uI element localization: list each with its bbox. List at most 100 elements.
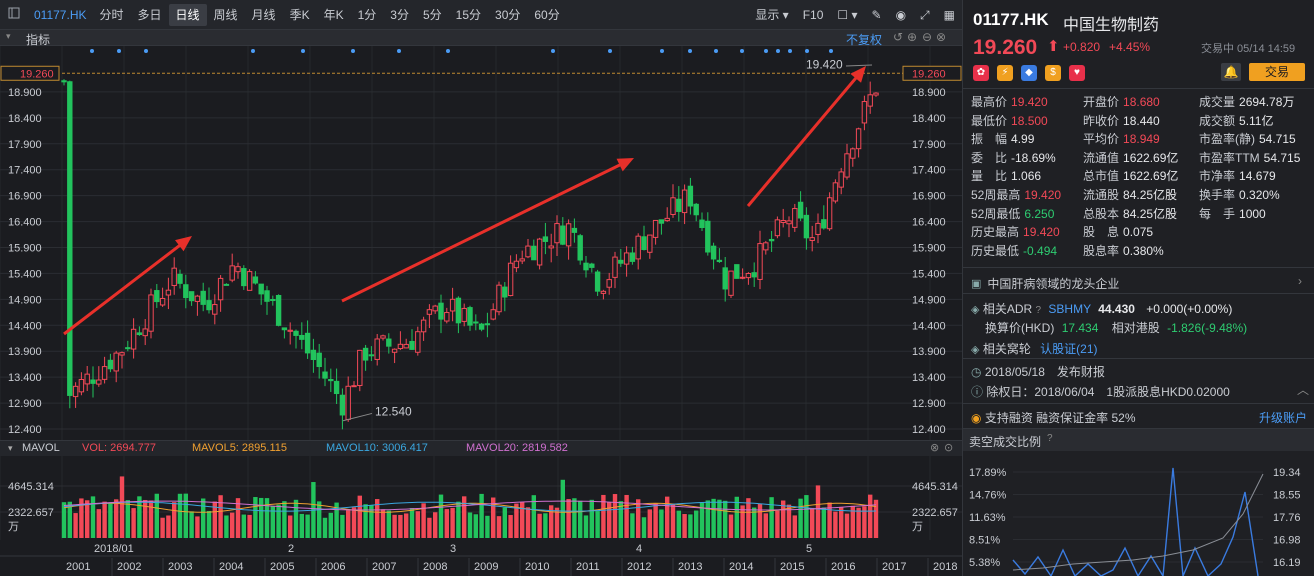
candle-body: [61, 80, 67, 83]
display-menu[interactable]: 显示 ▾: [755, 7, 789, 22]
flash-icon[interactable]: ⚡: [997, 65, 1013, 81]
year-tick[interactable]: 2004: [219, 561, 243, 573]
year-tick[interactable]: 2010: [525, 561, 549, 573]
period-tab[interactable]: 周线: [213, 7, 238, 22]
event-marker[interactable]: [829, 49, 833, 53]
settings-icon[interactable]: ⊙: [944, 442, 954, 454]
price-tick-left: 15.900: [8, 243, 42, 255]
event-marker[interactable]: [551, 49, 555, 53]
maximize-icon[interactable]: ⤢: [920, 7, 930, 22]
volume-chart[interactable]: 4645.314 2322.657 万 4645.314 2322.657 万 2018/0…: [0, 456, 962, 576]
close-icon[interactable]: ⊗: [930, 442, 940, 454]
f10-button[interactable]: F10: [802, 7, 824, 22]
period-tab[interactable]: 60分: [534, 7, 560, 22]
trade-button[interactable]: 交易: [1249, 63, 1305, 81]
price-tick-right: 12.400: [912, 424, 946, 436]
grid-icon[interactable]: ▦: [943, 7, 955, 22]
year-tick[interactable]: 2001: [66, 561, 90, 573]
bell-icon[interactable]: 🔔: [1221, 63, 1241, 81]
checkbox-icon[interactable]: ☐ ▾: [837, 7, 858, 22]
year-tick[interactable]: 2002: [117, 561, 141, 573]
period-tab[interactable]: 分时: [99, 7, 124, 22]
help-icon[interactable]: ?: [1047, 433, 1053, 444]
event-marker[interactable]: [446, 49, 450, 53]
event-marker[interactable]: [776, 49, 780, 53]
collapse-icon[interactable]: ▾: [8, 443, 13, 453]
candlestick-chart[interactable]: 18.900 18.900 18.400 18.400 17.900 17.900 17.4…: [0, 46, 962, 440]
period-tab[interactable]: 日线: [168, 3, 207, 26]
reset-icon[interactable]: ↺: [893, 30, 904, 44]
remove-icon[interactable]: ⊖: [922, 30, 933, 44]
period-tab[interactable]: 月线: [251, 7, 276, 22]
event-marker[interactable]: [688, 49, 692, 53]
period-tab[interactable]: 3分: [390, 7, 409, 22]
event-marker[interactable]: [608, 49, 612, 53]
year-tick[interactable]: 2013: [678, 561, 702, 573]
eye-icon[interactable]: ◉: [895, 7, 907, 22]
candle-body: [304, 332, 311, 354]
volume-bar: [769, 497, 774, 538]
period-tab[interactable]: 30分: [495, 7, 521, 22]
layout-icon[interactable]: [0, 4, 28, 26]
event-marker[interactable]: [397, 49, 401, 53]
period-tab[interactable]: 季K: [289, 7, 310, 22]
year-tick[interactable]: 2005: [270, 561, 294, 573]
event-marker[interactable]: [714, 49, 718, 53]
event-marker[interactable]: [764, 49, 768, 53]
year-tick[interactable]: 2008: [423, 561, 447, 573]
mavol-title[interactable]: MAVOL: [22, 442, 60, 454]
close-icon[interactable]: ⊗: [936, 30, 947, 44]
event-marker[interactable]: [90, 49, 94, 53]
year-tick[interactable]: 2012: [627, 561, 651, 573]
price-tick-right: 14.900: [912, 294, 946, 306]
volume-bar: [340, 514, 345, 538]
add-icon[interactable]: ⊕: [907, 30, 918, 44]
warrant-link[interactable]: 认股证(21): [1040, 342, 1098, 356]
year-tick[interactable]: 2011: [576, 561, 600, 573]
hk-flag-icon[interactable]: ✿: [973, 65, 989, 81]
period-tab[interactable]: 1分: [357, 7, 377, 22]
concept-text: 中国肝病领域的龙头企业: [987, 277, 1120, 291]
year-tick[interactable]: 2014: [729, 561, 753, 573]
period-tab[interactable]: 年K: [323, 7, 344, 22]
concept-row[interactable]: ▣ 中国肝病领域的龙头企业: [971, 275, 1119, 292]
volume-bar: [699, 502, 705, 538]
event-marker[interactable]: [740, 49, 744, 53]
year-tick[interactable]: 2017: [882, 561, 906, 573]
fuquan-toggle[interactable]: 不复权: [846, 33, 883, 47]
year-tick[interactable]: 2018: [933, 561, 957, 573]
event-marker[interactable]: [117, 49, 121, 53]
collapse-icon[interactable]: ▾: [6, 31, 11, 41]
stock-code[interactable]: 01177.HK: [34, 7, 87, 22]
year-tick[interactable]: 2015: [780, 561, 804, 573]
adr-code[interactable]: SBHMY: [1048, 302, 1091, 316]
event-marker[interactable]: [251, 49, 255, 53]
upgrade-link[interactable]: 升级账户: [1259, 411, 1308, 425]
stat-item: 股 息 0.075: [1083, 224, 1153, 241]
period-tab[interactable]: 5分: [422, 7, 442, 22]
event-marker[interactable]: [660, 49, 664, 53]
year-tick[interactable]: 2016: [831, 561, 855, 573]
pen-icon[interactable]: ✎: [871, 7, 882, 22]
event-marker[interactable]: [301, 49, 305, 53]
candle-body: [513, 260, 520, 269]
event-marker[interactable]: [805, 49, 809, 53]
tag-icon[interactable]: ◆: [1021, 65, 1037, 81]
year-tick[interactable]: 2006: [321, 561, 345, 573]
favorite-icon[interactable]: ♥: [1069, 65, 1085, 81]
event-marker[interactable]: [144, 49, 148, 53]
year-tick[interactable]: 2003: [168, 561, 192, 573]
event-marker[interactable]: [351, 49, 355, 53]
dollar-icon[interactable]: $: [1045, 65, 1061, 81]
year-tick[interactable]: 2009: [474, 561, 498, 573]
volume-bar: [369, 505, 374, 538]
period-tab[interactable]: 15分: [455, 7, 482, 22]
info-icon[interactable]: ?: [1035, 305, 1042, 316]
chevron-right-icon[interactable]: ›: [1298, 274, 1302, 288]
year-tick[interactable]: 2007: [372, 561, 396, 573]
indicator-label[interactable]: 指标: [26, 33, 51, 47]
candle-body: [734, 264, 740, 279]
collapse-up-icon[interactable]: ︿: [1297, 383, 1310, 397]
event-marker[interactable]: [788, 49, 792, 53]
period-tab[interactable]: 多日: [137, 7, 162, 22]
